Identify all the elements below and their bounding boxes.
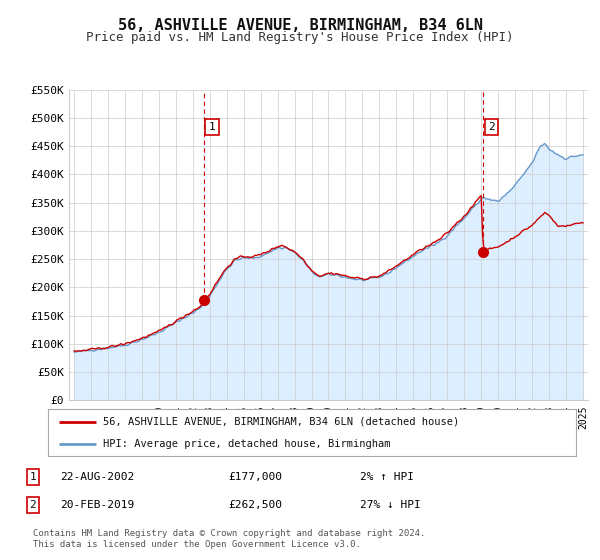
Text: 56, ASHVILLE AVENUE, BIRMINGHAM, B34 6LN (detached house): 56, ASHVILLE AVENUE, BIRMINGHAM, B34 6LN… [103,417,460,427]
Text: £177,000: £177,000 [228,472,282,482]
Text: 56, ASHVILLE AVENUE, BIRMINGHAM, B34 6LN: 56, ASHVILLE AVENUE, BIRMINGHAM, B34 6LN [118,18,482,33]
Text: 27% ↓ HPI: 27% ↓ HPI [360,500,421,510]
Text: 2: 2 [29,500,37,510]
Text: 1: 1 [29,472,37,482]
Text: 20-FEB-2019: 20-FEB-2019 [60,500,134,510]
Text: HPI: Average price, detached house, Birmingham: HPI: Average price, detached house, Birm… [103,438,391,449]
Text: £262,500: £262,500 [228,500,282,510]
Text: 2: 2 [488,122,495,132]
Text: 22-AUG-2002: 22-AUG-2002 [60,472,134,482]
Text: 2% ↑ HPI: 2% ↑ HPI [360,472,414,482]
Text: Contains HM Land Registry data © Crown copyright and database right 2024.
This d: Contains HM Land Registry data © Crown c… [33,529,425,549]
Text: Price paid vs. HM Land Registry's House Price Index (HPI): Price paid vs. HM Land Registry's House … [86,31,514,44]
Text: 1: 1 [209,122,215,132]
